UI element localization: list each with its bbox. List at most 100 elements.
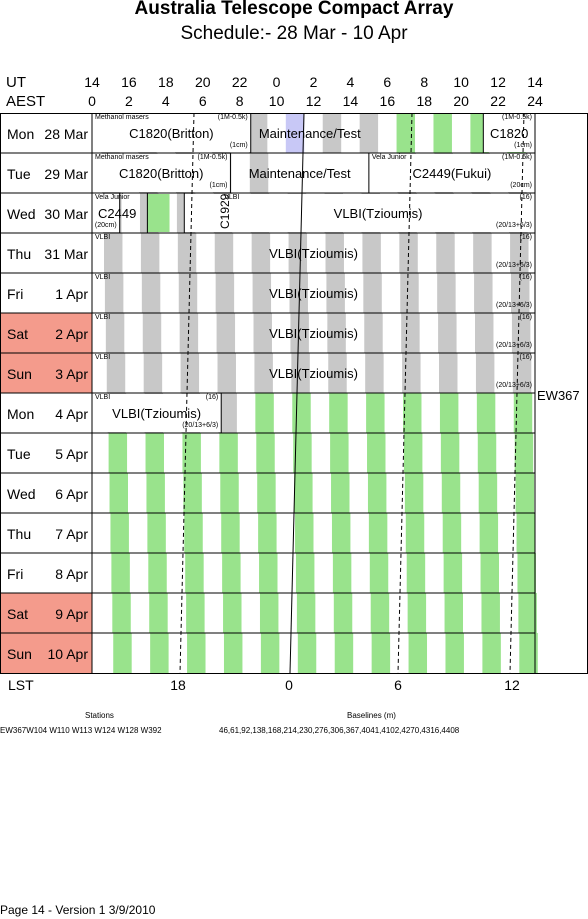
block-config: (16) bbox=[519, 354, 532, 361]
schedule-subtitle: Schedule:- 28 Mar - 10 Apr bbox=[180, 23, 408, 44]
stripe bbox=[362, 233, 381, 273]
stripe bbox=[513, 393, 533, 433]
block-project: VLBI bbox=[224, 194, 240, 201]
stripe bbox=[475, 353, 495, 393]
block-config: (1M-0.5k) bbox=[197, 154, 228, 161]
block-label: VLBI(Tzioumis) bbox=[269, 326, 358, 341]
block-label: VLBI(Tzioumis) bbox=[269, 286, 358, 301]
aest-tick: 0 bbox=[88, 93, 96, 109]
ut-tick: 14 bbox=[527, 74, 543, 90]
block-bg bbox=[92, 194, 120, 232]
stripe bbox=[323, 153, 343, 193]
aest-tick: 18 bbox=[416, 93, 433, 109]
array-config-label: EW367 bbox=[537, 388, 580, 403]
stripe bbox=[368, 513, 388, 553]
block-label: C1820(Britton) bbox=[129, 126, 214, 141]
aest-tick: 6 bbox=[198, 93, 207, 109]
stripe bbox=[477, 433, 497, 473]
stripe bbox=[295, 513, 314, 553]
stripe bbox=[145, 433, 164, 473]
stripe bbox=[214, 233, 234, 273]
stripe bbox=[142, 313, 162, 353]
block-config: (1M-0.5k) bbox=[217, 114, 248, 121]
stripe bbox=[111, 553, 130, 593]
block-config: (1M-0.5k) bbox=[502, 114, 532, 121]
ut-tick: 0 bbox=[272, 74, 281, 90]
stripe bbox=[404, 473, 424, 513]
stripe bbox=[327, 313, 346, 353]
stripe bbox=[289, 273, 308, 313]
block-label: VLBI(Tzioumis) bbox=[269, 246, 358, 261]
stripe bbox=[436, 233, 455, 273]
stripe bbox=[332, 553, 352, 593]
stripe bbox=[180, 353, 200, 393]
ut-tick: 12 bbox=[490, 74, 506, 90]
block-band: (20cm) bbox=[94, 222, 117, 229]
stripe bbox=[443, 553, 463, 593]
block-project: Methanol masers bbox=[95, 114, 149, 121]
stripe bbox=[406, 553, 426, 593]
block-band: (20/13+6/3) bbox=[496, 262, 532, 269]
block-bg bbox=[147, 194, 170, 232]
stripe bbox=[103, 233, 123, 273]
day-name: Sat bbox=[7, 326, 29, 342]
stripe bbox=[150, 633, 169, 673]
weekend-cell bbox=[0, 353, 92, 393]
lst-tick: 18 bbox=[170, 677, 186, 693]
stripe bbox=[148, 553, 167, 593]
stripe bbox=[182, 433, 201, 473]
stripe bbox=[440, 433, 460, 473]
stripe bbox=[221, 513, 240, 553]
stripe bbox=[253, 313, 272, 353]
stripe bbox=[254, 353, 273, 393]
ut-tick: 4 bbox=[346, 74, 355, 90]
aest-label: AEST bbox=[6, 93, 46, 110]
stripe bbox=[331, 513, 351, 553]
stripe bbox=[367, 433, 386, 473]
stripe bbox=[106, 353, 126, 393]
stripe bbox=[248, 113, 268, 153]
stripe bbox=[255, 393, 274, 433]
stripe bbox=[511, 313, 531, 353]
day-date: 9 Apr bbox=[55, 606, 88, 622]
stripe bbox=[294, 473, 313, 513]
aest-tick: 12 bbox=[305, 93, 322, 109]
block-band: (20/13+6/3) bbox=[496, 302, 532, 309]
stripe bbox=[403, 433, 423, 473]
stripe bbox=[510, 233, 529, 273]
stripe bbox=[184, 513, 203, 553]
stripe bbox=[328, 353, 347, 393]
stripe bbox=[438, 313, 457, 353]
weekend-cell bbox=[0, 633, 92, 673]
ut-tick: 16 bbox=[121, 74, 137, 90]
ut-tick: 14 bbox=[84, 74, 100, 90]
stripe bbox=[433, 113, 452, 153]
baselines-header: Baselines (m) bbox=[347, 711, 396, 720]
baselines-list: 46,61,92,138,168,214,230,276,306,367,404… bbox=[219, 726, 460, 735]
stations-header: Stations bbox=[85, 711, 114, 720]
block-label: C2449 bbox=[98, 206, 137, 221]
stripe bbox=[252, 273, 272, 313]
block-band: (20/13+6/3) bbox=[496, 222, 532, 229]
weekend-cell bbox=[0, 593, 92, 633]
block-band: (1cm) bbox=[209, 182, 228, 189]
stripe bbox=[396, 113, 416, 153]
ut-label: UT bbox=[6, 74, 26, 91]
stripe bbox=[439, 393, 459, 433]
stripe bbox=[256, 433, 275, 473]
stripe bbox=[400, 273, 419, 313]
stripe bbox=[215, 273, 235, 313]
stripe bbox=[249, 153, 269, 193]
day-name: Fri bbox=[7, 566, 24, 582]
stripe bbox=[108, 433, 128, 473]
stripe bbox=[293, 433, 312, 473]
day-date: 5 Apr bbox=[55, 446, 88, 462]
stripe bbox=[325, 233, 344, 273]
stripe bbox=[288, 233, 308, 273]
stripe bbox=[359, 113, 379, 153]
stripe bbox=[291, 353, 310, 393]
stripe bbox=[285, 113, 305, 153]
lst-label: LST bbox=[8, 677, 34, 693]
aest-tick: 16 bbox=[379, 93, 396, 109]
stripe bbox=[475, 313, 494, 353]
